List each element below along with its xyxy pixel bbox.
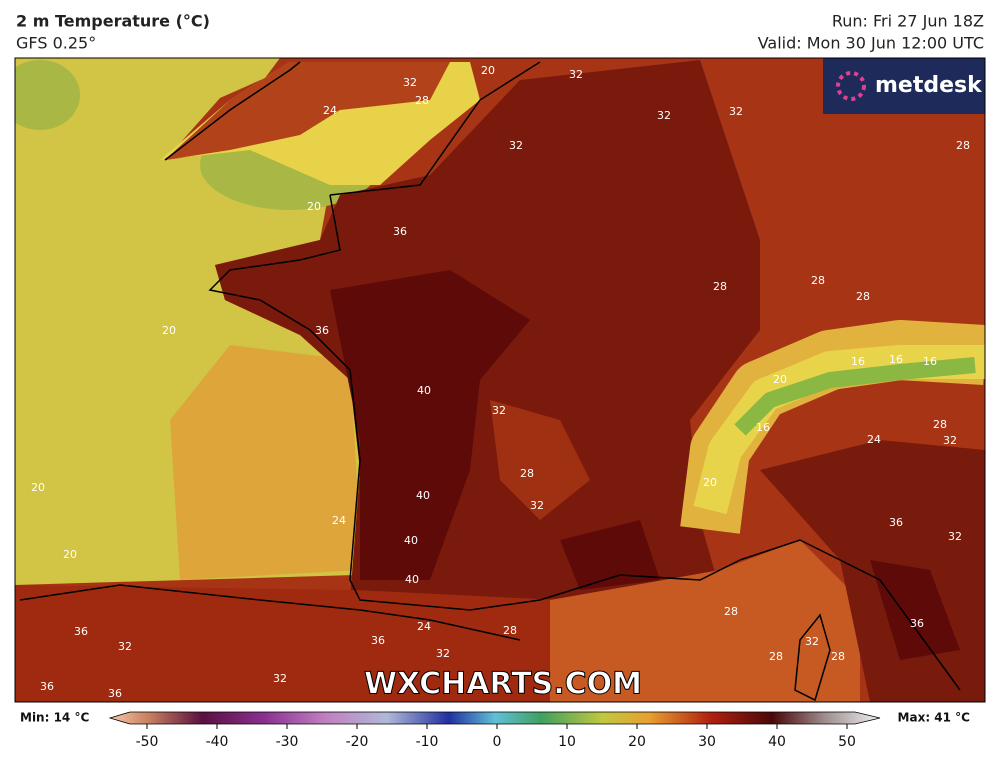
contour-label: 36 <box>371 634 385 647</box>
contour-label: 36 <box>40 680 54 693</box>
colorbar-tick-label: 20 <box>628 734 646 750</box>
min-label: Min: 14 °C <box>20 711 89 725</box>
contour-label: 20 <box>481 64 495 77</box>
colorbar-tick-label: -50 <box>136 734 159 750</box>
contour-label: 28 <box>956 139 970 152</box>
colorbar-tick-label: -40 <box>206 734 229 750</box>
map: metdesk WXCHARTS.COM 32 20 32 28 24 32 32 32 28 2… <box>15 58 985 702</box>
contour-label: 16 <box>756 421 770 434</box>
contour-label: 24 <box>332 514 346 527</box>
contour-label: 20 <box>162 324 176 337</box>
contour-label: 36 <box>74 625 88 638</box>
contour-label: 28 <box>415 94 429 107</box>
contour-label: 32 <box>436 647 450 660</box>
contour-label: 32 <box>530 499 544 512</box>
contour-label: 20 <box>31 481 45 494</box>
max-label: Max: 41 °C <box>898 711 971 725</box>
contour-label: 40 <box>405 573 419 586</box>
contour-label: 20 <box>703 476 717 489</box>
contour-label: 28 <box>856 290 870 303</box>
colorbar-tick-label: 10 <box>558 734 576 750</box>
logo: metdesk <box>875 73 983 98</box>
contour-label: 20 <box>773 373 787 386</box>
contour-label: 24 <box>417 620 431 633</box>
colorbar-tick-label: 30 <box>698 734 716 750</box>
contour-label: 40 <box>417 384 431 397</box>
contour-label: 32 <box>403 76 417 89</box>
colorbar <box>108 711 881 725</box>
valid: Valid: Mon 30 Jun 12:00 UTC <box>758 34 984 53</box>
contour-label: 32 <box>805 635 819 648</box>
contour-label: 24 <box>867 433 881 446</box>
colorbar-tick-label: -20 <box>346 734 369 750</box>
contour-label: 28 <box>503 624 517 637</box>
contour-label: 32 <box>118 640 132 653</box>
colorbar-tick-label: 50 <box>838 734 856 750</box>
contour-label: 36 <box>393 225 407 238</box>
contour-label: 36 <box>315 324 329 337</box>
contour-label: 24 <box>323 104 337 117</box>
contour-label: 32 <box>492 404 506 417</box>
contour-label: 28 <box>831 650 845 663</box>
contour-label: 40 <box>416 489 430 502</box>
contour-label: 28 <box>811 274 825 287</box>
run: Run: Fri 27 Jun 18Z <box>832 12 984 31</box>
colorbar-tick-label: -10 <box>416 734 439 750</box>
contour-label: 32 <box>729 105 743 118</box>
colorbar-tick-label: -30 <box>276 734 299 750</box>
contour-label: 16 <box>851 355 865 368</box>
colorbar-tick-label: 0 <box>493 734 502 750</box>
contour-label: 36 <box>889 516 903 529</box>
colorbar-tick-label: 40 <box>768 734 786 750</box>
contour-label: 32 <box>943 434 957 447</box>
contour-label: 32 <box>948 530 962 543</box>
contour-label: 28 <box>713 280 727 293</box>
model: GFS 0.25° <box>16 34 96 53</box>
contour-label: 32 <box>273 672 287 685</box>
contour-labels: 32 20 32 28 24 32 32 32 28 20 36 28 28 28 20 36 16 16 16 20… <box>31 64 970 700</box>
contour-label: 32 <box>657 109 671 122</box>
contour-label: 28 <box>724 605 738 618</box>
watermark: WXCHARTS.COM <box>364 667 642 702</box>
contour-label: 28 <box>769 650 783 663</box>
title: 2 m Temperature (°C) <box>16 12 210 31</box>
contour-label: 36 <box>108 687 122 700</box>
contour-label: 20 <box>63 548 77 561</box>
colorbar-ticks: -50 -40 -30 -20 -10 0 10 20 30 40 50 <box>136 724 856 750</box>
contour-label: 32 <box>509 139 523 152</box>
contour-label: 16 <box>889 353 903 366</box>
contour-label: 28 <box>520 467 534 480</box>
contour-label: 32 <box>569 68 583 81</box>
contour-label: 20 <box>307 200 321 213</box>
contour-label: 40 <box>404 534 418 547</box>
contour-label: 28 <box>933 418 947 431</box>
contour-label: 16 <box>923 355 937 368</box>
contour-label: 36 <box>910 617 924 630</box>
